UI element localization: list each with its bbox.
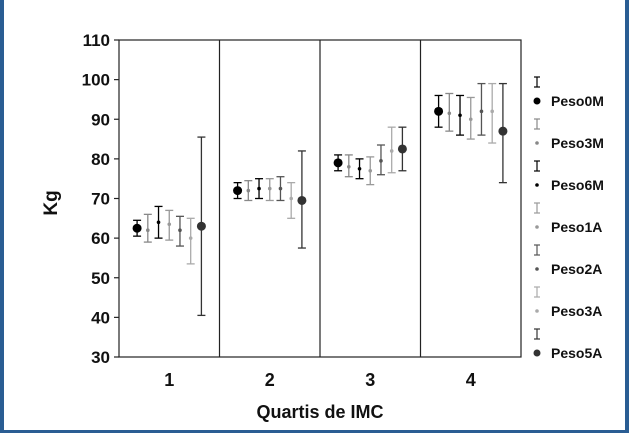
legend-label: Peso0M [551, 93, 604, 109]
data-point [278, 186, 283, 191]
x-axis-label: Quartis de IMC [256, 402, 383, 422]
y-tick-label: 30 [91, 348, 110, 367]
y-tick-label: 80 [91, 150, 110, 169]
data-point [397, 144, 407, 154]
data-point [132, 223, 142, 233]
data-point [434, 106, 444, 116]
data-point [347, 165, 351, 169]
data-point [156, 220, 161, 225]
legend-label: Peso3M [551, 135, 604, 151]
data-point [458, 113, 462, 118]
data-point [379, 159, 383, 163]
x-tick-label: 4 [466, 370, 476, 390]
data-point [146, 228, 150, 232]
data-point [389, 149, 394, 153]
legend-marker [535, 183, 539, 187]
legend-label: Peso1A [551, 219, 602, 235]
y-tick-label: 110 [83, 31, 110, 50]
legend-marker [535, 141, 539, 145]
data-point [447, 111, 452, 116]
data-point [490, 109, 494, 114]
y-tick-label: 60 [91, 229, 110, 248]
legend-label: Peso5A [551, 345, 602, 361]
y-axis-label: Kg [41, 190, 62, 215]
data-point [468, 117, 473, 122]
data-point [289, 196, 293, 201]
data-point [333, 158, 343, 168]
legend-label: Peso3A [551, 303, 602, 319]
x-tick-label: 3 [365, 370, 375, 390]
y-tick-label: 90 [91, 110, 110, 129]
x-tick-label: 2 [265, 370, 275, 390]
x-tick-label: 1 [164, 370, 174, 390]
legend-marker [535, 309, 539, 313]
data-point [368, 168, 373, 173]
y-tick-label: 70 [91, 190, 110, 209]
data-point [188, 236, 193, 240]
legend-label: Peso2A [551, 261, 602, 277]
data-point [297, 195, 307, 205]
legend-marker [535, 225, 539, 229]
data-point [233, 186, 243, 196]
data-point [357, 166, 362, 171]
data-point [479, 109, 484, 114]
y-tick-label: 40 [91, 308, 110, 327]
data-point [167, 222, 172, 227]
chart-frame [0, 0, 629, 433]
y-tick-label: 50 [91, 269, 110, 288]
legend-marker [533, 349, 541, 357]
data-point [267, 186, 272, 191]
data-point [246, 188, 251, 193]
legend-marker [535, 267, 539, 271]
data-point [498, 126, 508, 136]
legend-label: Peso6M [551, 177, 604, 193]
data-point [178, 228, 182, 232]
data-point [257, 186, 261, 191]
y-tick-label: 100 [82, 71, 110, 90]
legend-marker [533, 97, 541, 105]
data-point [196, 221, 206, 231]
